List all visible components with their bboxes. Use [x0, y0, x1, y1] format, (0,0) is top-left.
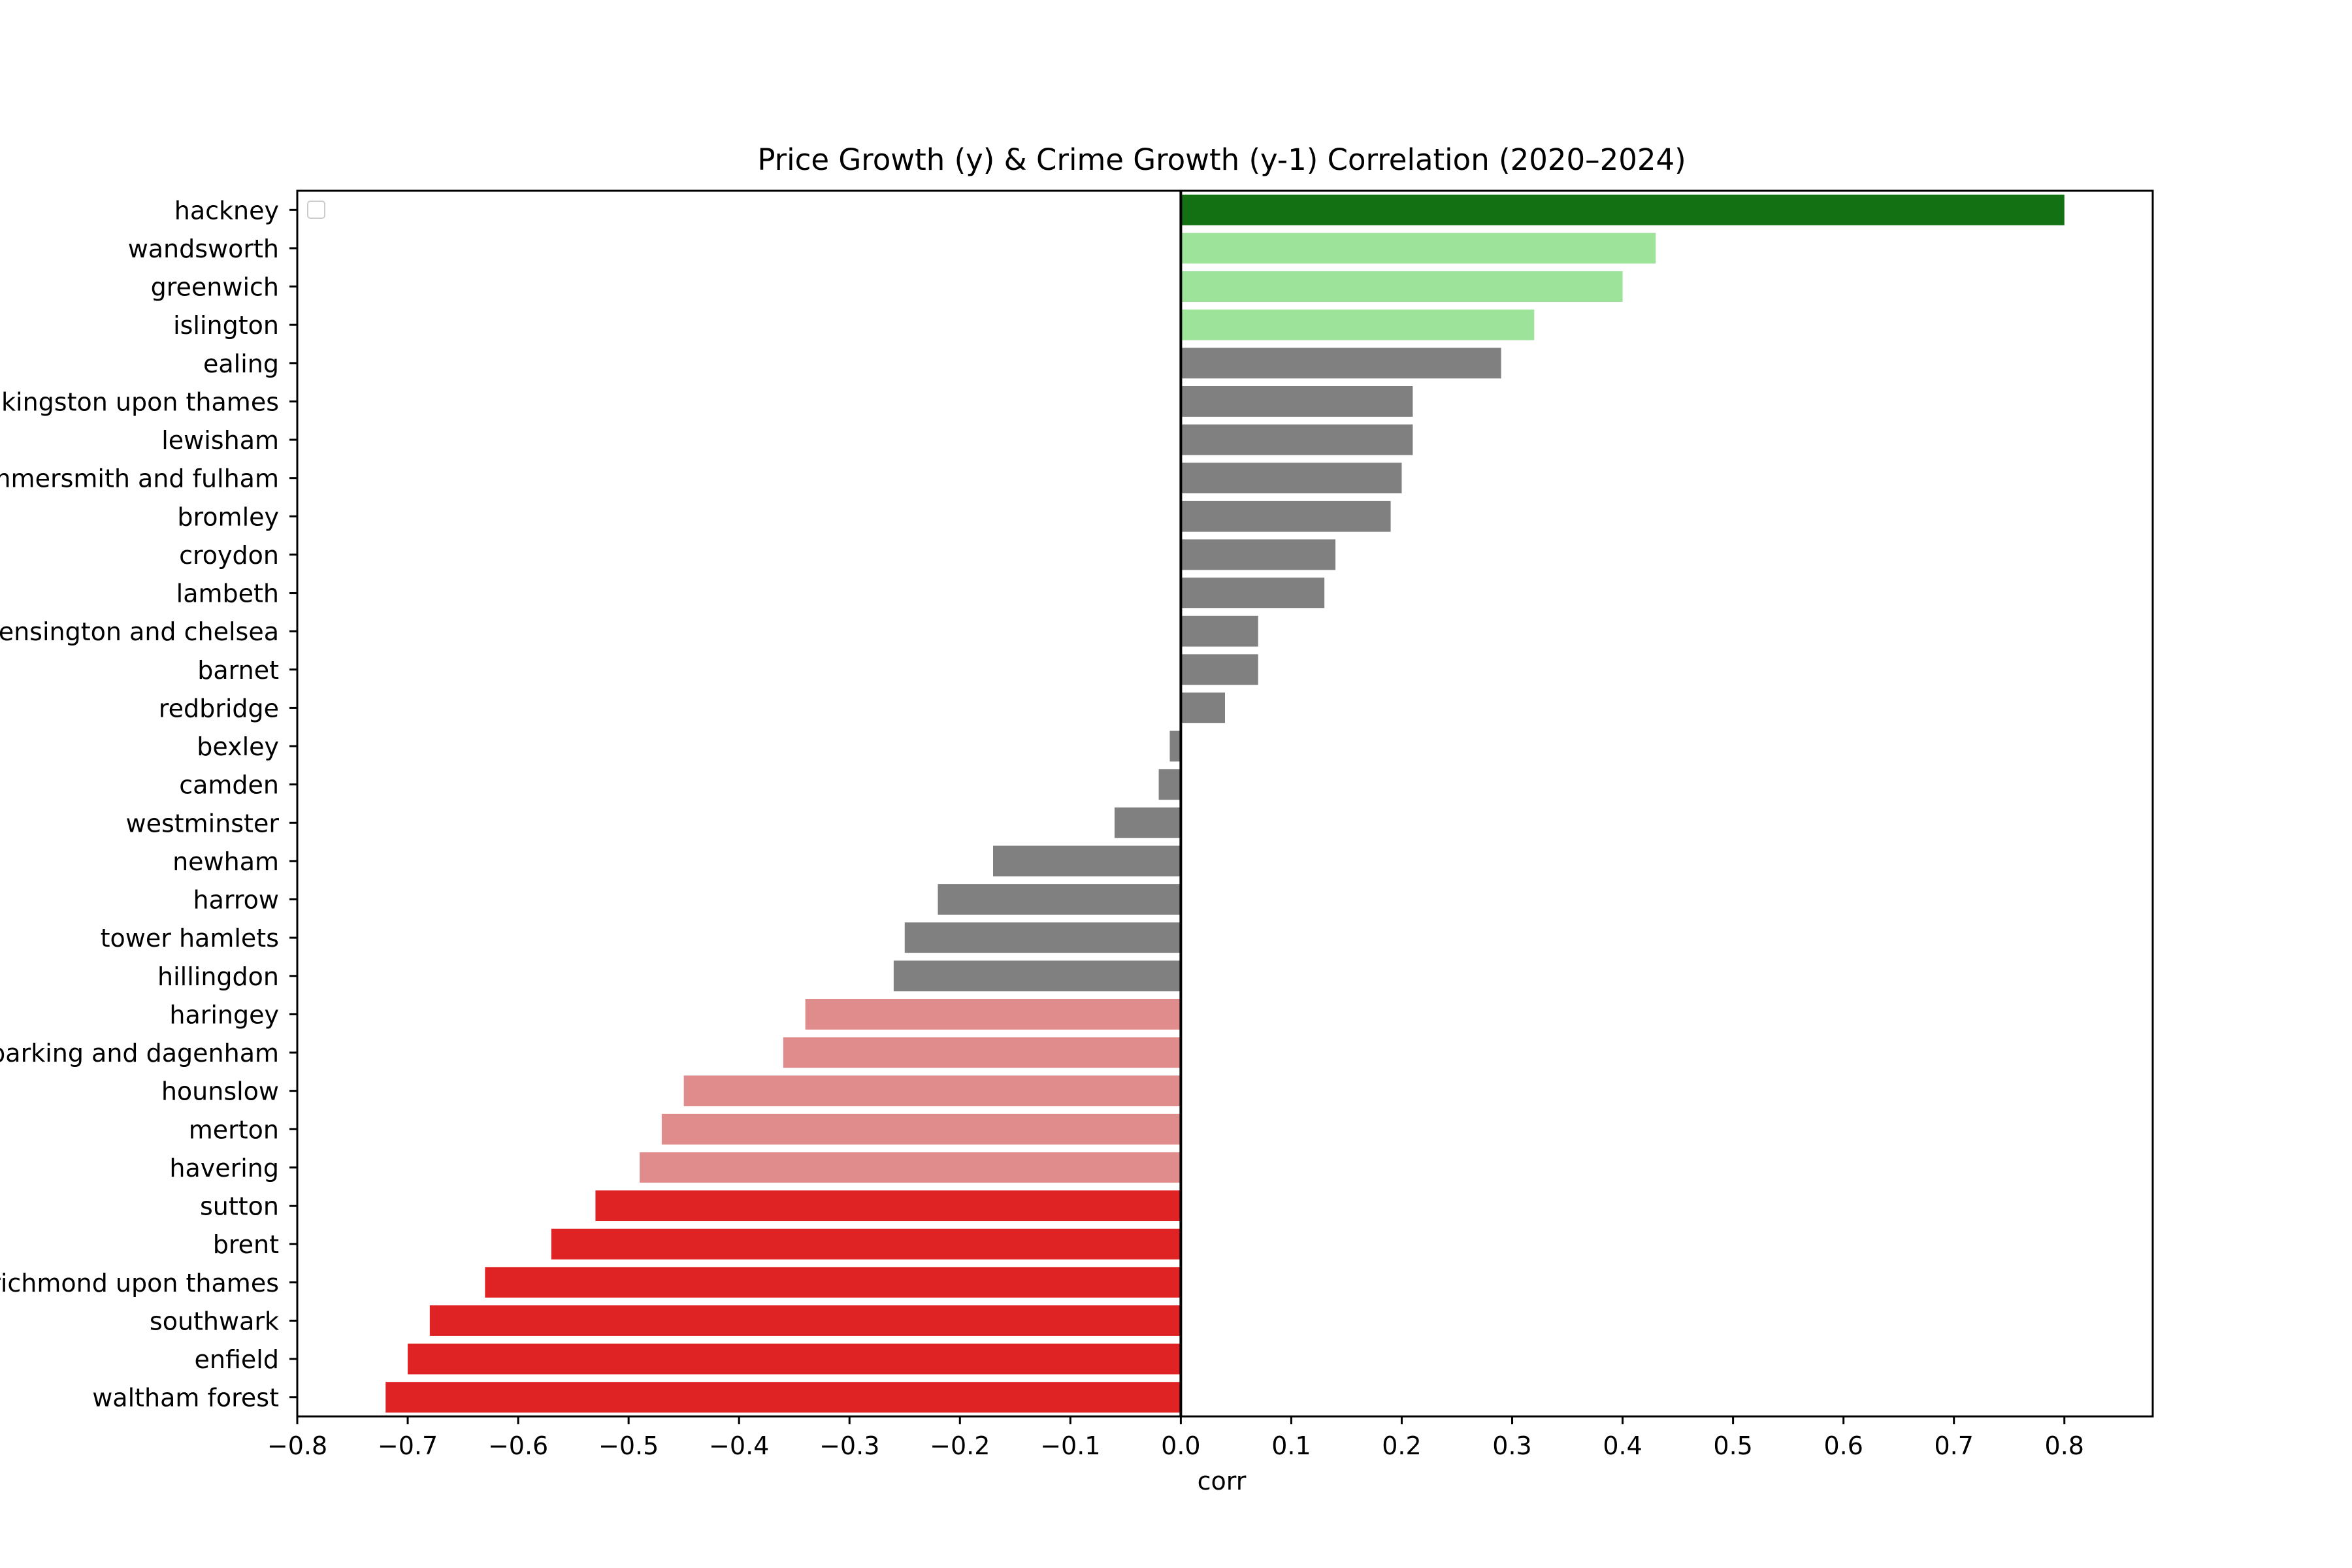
x-tick-label: −0.6	[488, 1431, 548, 1460]
bar-lewisham	[1181, 424, 1413, 455]
x-tick-label: −0.1	[1040, 1431, 1100, 1460]
x-tick-label: 0.1	[1271, 1431, 1311, 1460]
bar-tower-hamlets	[904, 922, 1181, 953]
category-label-barnet: barnet	[197, 656, 279, 685]
bar-hackney	[1181, 194, 2065, 225]
category-label-havering: havering	[169, 1154, 279, 1183]
category-label-kingston-upon-thames: kingston upon thames	[1, 387, 279, 416]
x-axis-label: corr	[1198, 1467, 1247, 1495]
category-label-greenwich: greenwich	[151, 273, 279, 302]
bar-bexley	[1169, 730, 1181, 762]
bars-group	[385, 194, 2065, 1413]
bar-westminster	[1114, 807, 1181, 838]
legend-box	[307, 201, 325, 219]
bar-croydon	[1181, 539, 1336, 570]
bar-greenwich	[1181, 271, 1623, 302]
category-label-hackney: hackney	[174, 196, 279, 225]
bar-camden	[1158, 769, 1181, 800]
plot-frame	[296, 189, 2154, 1418]
bar-islington	[1181, 309, 1535, 340]
category-label-kensington-and-chelsea: kensington and chelsea	[0, 617, 279, 646]
x-tick-label: 0.2	[1382, 1431, 1421, 1460]
category-label-tower-hamlets: tower hamlets	[101, 924, 279, 953]
bar-newham	[993, 845, 1181, 877]
category-label-brent: brent	[213, 1230, 279, 1259]
x-tick-label: 0.6	[1823, 1431, 1863, 1460]
x-tick-label: −0.3	[819, 1431, 879, 1460]
bar-bromley	[1181, 500, 1391, 532]
x-tick-label: −0.4	[709, 1431, 769, 1460]
category-label-southwark: southwark	[150, 1307, 279, 1335]
category-label-redbridge: redbridge	[159, 694, 279, 723]
category-label-haringey: haringey	[169, 1000, 279, 1029]
category-label-westminster: westminster	[125, 809, 279, 838]
x-tick-label: 0.4	[1603, 1431, 1642, 1460]
bar-haringey	[805, 998, 1181, 1030]
category-label-wandsworth: wandsworth	[128, 235, 279, 263]
bar-wandsworth	[1181, 233, 1656, 264]
bar-harrow	[938, 884, 1181, 915]
category-labels: hackney wandsworth greenwich islington ealin…	[0, 196, 279, 1412]
chart-title: Price Growth (y) & Crime Growth (y-1) Co…	[757, 142, 1686, 177]
bar-redbridge	[1181, 692, 1225, 723]
bar-kensington-and-chelsea	[1181, 615, 1258, 647]
category-ticks	[289, 208, 297, 1399]
bar-ealing	[1181, 348, 1501, 379]
bar-enfield	[408, 1343, 1181, 1375]
bar-brent	[551, 1228, 1181, 1260]
category-label-ealing: ealing	[203, 350, 279, 378]
x-tick-label: −0.5	[598, 1431, 659, 1460]
bar-hounslow	[683, 1075, 1181, 1107]
category-label-enfield: enfield	[195, 1345, 279, 1374]
bar-merton	[661, 1113, 1181, 1145]
x-tick-label: 0.7	[1934, 1431, 1973, 1460]
category-label-bexley: bexley	[197, 732, 279, 761]
x-tick-label: 0.5	[1713, 1431, 1752, 1460]
category-label-islington: islington	[173, 311, 279, 340]
category-label-richmond-upon-thames: richmond upon thames	[0, 1269, 279, 1298]
category-label-hillingdon: hillingdon	[157, 962, 279, 991]
x-tick-label: 0.0	[1161, 1431, 1200, 1460]
bar-sutton	[595, 1190, 1181, 1222]
x-tick-label: −0.7	[378, 1431, 438, 1460]
category-label-lewisham: lewisham	[161, 426, 279, 455]
category-label-barking-and-dagenham: barking and dagenham	[0, 1039, 279, 1068]
category-label-harrow: harrow	[193, 886, 279, 915]
category-label-merton: merton	[189, 1115, 279, 1144]
bar-havering	[640, 1152, 1181, 1183]
bar-hammersmith-and-fulham	[1181, 463, 1402, 494]
category-label-camden: camden	[179, 771, 279, 800]
bar-lambeth	[1181, 578, 1325, 609]
category-label-lambeth: lambeth	[176, 580, 279, 608]
category-label-sutton: sutton	[200, 1192, 279, 1221]
x-tick-label: 0.8	[2045, 1431, 2084, 1460]
category-label-hounslow: hounslow	[161, 1077, 279, 1106]
category-label-croydon: croydon	[179, 541, 279, 570]
x-axis-ticks: −0.8 −0.7 −0.6 −0.5 −0.4 −0.3 −0.2 −0.1 0.0 0.1 0.…	[267, 1416, 2084, 1460]
bar-barking-and-dagenham	[783, 1037, 1181, 1068]
category-label-bromley: bromley	[177, 502, 279, 531]
bar-southwark	[429, 1305, 1181, 1336]
bar-waltham-forest	[385, 1382, 1181, 1413]
x-tick-label: −0.2	[930, 1431, 990, 1460]
x-tick-label: 0.3	[1492, 1431, 1531, 1460]
category-label-waltham-forest: waltham forest	[92, 1384, 279, 1413]
bar-barnet	[1181, 654, 1258, 685]
bar-kingston-upon-thames	[1181, 385, 1413, 417]
bar-hillingdon	[893, 960, 1181, 992]
bar-richmond-upon-thames	[485, 1267, 1181, 1298]
category-label-newham: newham	[172, 847, 279, 876]
x-tick-label: −0.8	[267, 1431, 327, 1460]
